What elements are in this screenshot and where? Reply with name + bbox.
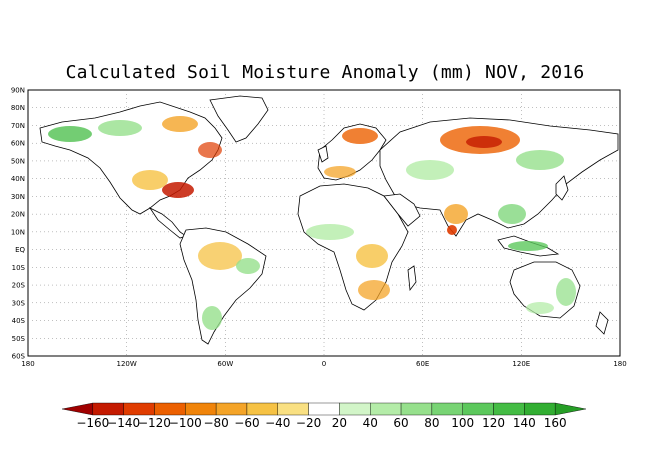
colorbar-swatch bbox=[61, 402, 94, 416]
colorbar-swatch bbox=[246, 402, 278, 416]
anomaly-australia-south bbox=[526, 302, 554, 314]
lat-label: EQ bbox=[15, 246, 25, 254]
anomaly-patagonia bbox=[202, 306, 222, 330]
colorbar-label: −40 bbox=[265, 416, 290, 430]
lat-label: 90N bbox=[11, 87, 25, 95]
anomaly-hudson bbox=[162, 116, 198, 132]
greenland bbox=[209, 95, 269, 143]
lat-label: 20S bbox=[12, 282, 26, 290]
lat-label: 10N bbox=[11, 228, 25, 236]
colorbar-labels: −160−140−120−100 −80 −60 −40 −20 20 40 60 80 100 1… bbox=[76, 416, 566, 430]
map-title: Calculated Soil Moisture Anomaly (mm) NO… bbox=[65, 62, 585, 83]
lat-label: 20N bbox=[11, 211, 25, 219]
lat-label: 10S bbox=[12, 264, 26, 272]
colorbar-label: 120 bbox=[482, 416, 505, 430]
anomaly-brazil-east bbox=[236, 258, 260, 274]
colorbar-swatch bbox=[493, 402, 525, 416]
lat-label: 40S bbox=[12, 317, 26, 325]
lat-label: 30N bbox=[11, 193, 25, 201]
lon-label: 60E bbox=[416, 360, 429, 368]
anomaly-us-central bbox=[132, 170, 168, 190]
colorbar-label: 160 bbox=[544, 416, 567, 430]
colorbar-label: 80 bbox=[424, 416, 439, 430]
colorbar-label: −120 bbox=[138, 416, 171, 430]
lon-label: 0 bbox=[322, 360, 326, 368]
anomaly-west-africa bbox=[306, 224, 354, 240]
colorbar-swatch bbox=[431, 402, 463, 416]
lat-label: 50S bbox=[12, 335, 26, 343]
colorbar-label: −140 bbox=[107, 416, 140, 430]
lon-label: 60W bbox=[217, 360, 233, 368]
anomaly-east-canada bbox=[198, 142, 222, 158]
madagascar bbox=[407, 265, 417, 292]
colorbar-swatch bbox=[339, 402, 371, 416]
colorbar-swatch bbox=[123, 402, 155, 416]
anomaly-se-asia bbox=[498, 204, 526, 224]
anomaly-east-asia bbox=[516, 150, 564, 170]
anomaly-scandinavia bbox=[342, 128, 378, 144]
colorbar-swatch bbox=[277, 402, 309, 416]
anomaly-siberia-core bbox=[466, 136, 502, 148]
colorbar-swatch bbox=[370, 402, 402, 416]
colorbar-label: −100 bbox=[169, 416, 202, 430]
anomaly-central-asia bbox=[406, 160, 454, 180]
colorbar-label: 100 bbox=[451, 416, 474, 430]
colorbar-label: 40 bbox=[363, 416, 378, 430]
latitude-labels: 90N 80N 70N 60N 50N 40N 30N 20N 10N EQ 10S 20S 30S 40… bbox=[11, 87, 26, 361]
anomaly-south-africa bbox=[358, 280, 390, 300]
lat-label: 60N bbox=[11, 140, 25, 148]
colorbar-swatch bbox=[185, 402, 217, 416]
colorbar-swatch bbox=[524, 402, 556, 416]
british-isles bbox=[317, 145, 329, 163]
lon-label: 180 bbox=[613, 360, 626, 368]
anomaly-europe-south bbox=[324, 166, 356, 178]
colorbar-swatch bbox=[554, 402, 587, 416]
colorbar-label: −160 bbox=[76, 416, 109, 430]
lat-label: 50N bbox=[11, 157, 25, 165]
colorbar-swatch bbox=[154, 402, 186, 416]
anomaly-india bbox=[444, 204, 468, 224]
anomaly-indonesia bbox=[508, 241, 548, 251]
colorbar-swatch bbox=[92, 402, 124, 416]
anomaly-se-usa bbox=[162, 182, 194, 198]
lat-label: 70N bbox=[11, 122, 25, 130]
colorbar-swatch bbox=[215, 402, 248, 416]
anomaly-australia-east bbox=[556, 278, 576, 306]
anomaly-central-africa bbox=[356, 244, 388, 268]
colorbar-label: 140 bbox=[513, 416, 536, 430]
lon-label: 120E bbox=[512, 360, 530, 368]
lat-label: 30S bbox=[12, 299, 26, 307]
colorbar-label: −20 bbox=[296, 416, 321, 430]
colorbar-swatch bbox=[400, 402, 433, 416]
anomaly-amazon bbox=[198, 242, 242, 270]
anomaly-alaska bbox=[48, 126, 92, 142]
anomaly-canada-west bbox=[98, 120, 142, 136]
anomaly-sw-india bbox=[447, 225, 457, 235]
japan bbox=[555, 175, 569, 201]
colorbar-swatch bbox=[462, 402, 494, 416]
colorbar-label: 60 bbox=[393, 416, 408, 430]
lat-label: 80N bbox=[11, 104, 25, 112]
colorbar-label: 20 bbox=[332, 416, 347, 430]
lat-label: 40N bbox=[11, 175, 25, 183]
new-zealand bbox=[595, 311, 609, 335]
lat-label: 60S bbox=[12, 353, 26, 361]
lon-label: 180 bbox=[21, 360, 34, 368]
lon-label: 120W bbox=[117, 360, 137, 368]
longitude-labels: 180 120W 60W 0 60E 120E 180 bbox=[21, 360, 626, 368]
colorbar-label: −80 bbox=[203, 416, 228, 430]
anomaly-shading bbox=[48, 116, 576, 330]
colorbar-label: −60 bbox=[234, 416, 259, 430]
colorbar bbox=[61, 402, 587, 416]
colorbar-swatch bbox=[308, 402, 340, 416]
arabia bbox=[383, 193, 421, 227]
